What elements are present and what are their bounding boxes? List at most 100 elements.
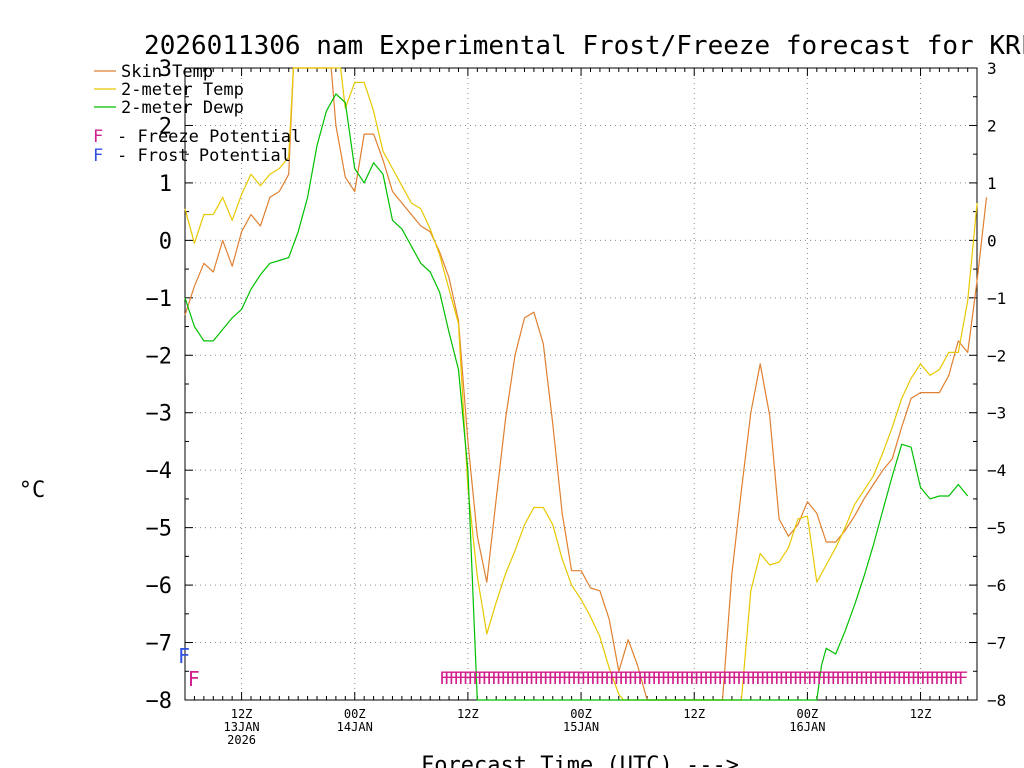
grid xyxy=(185,68,977,700)
freeze-marker: F xyxy=(477,669,487,689)
freeze-marker: F xyxy=(732,669,742,689)
freeze-marker: F xyxy=(562,669,572,689)
freeze-marker: F xyxy=(892,669,902,689)
series-line-2-meter-dewp xyxy=(184,93,969,701)
y-tick-label-left: 0 xyxy=(159,229,172,254)
freeze-marker: F xyxy=(670,669,680,689)
freeze-marker: F xyxy=(581,669,591,689)
y-tick-label-left: −7 xyxy=(146,632,173,657)
y-tick-label-left: 1 xyxy=(159,172,172,197)
y-tick-label-right: −2 xyxy=(987,346,1006,365)
freeze-marker: F xyxy=(557,669,567,689)
freeze-marker: F xyxy=(590,669,600,689)
freeze-marker: F xyxy=(934,669,944,689)
y-tick-label-right: −5 xyxy=(987,519,1006,538)
freeze-marker: F xyxy=(807,669,817,689)
freeze-marker: F xyxy=(453,669,463,689)
y-tick-label-right: −7 xyxy=(987,634,1006,653)
freeze-marker: F xyxy=(651,669,661,689)
freeze-marker: F xyxy=(614,669,624,689)
freeze-marker: F xyxy=(958,669,968,689)
freeze-marker: F xyxy=(845,669,855,689)
freeze-marker: F xyxy=(939,669,949,689)
freeze-marker: F xyxy=(826,669,836,689)
frost-markers: F xyxy=(178,644,190,668)
freeze-marker: F xyxy=(948,669,958,689)
freeze-marker: F xyxy=(600,669,610,689)
freeze-marker: F xyxy=(727,669,737,689)
legend-label: Skin Temp xyxy=(121,62,213,82)
y-tick-label-left: −5 xyxy=(146,517,173,542)
freeze-marker: F xyxy=(793,669,803,689)
freeze-marker: F xyxy=(548,669,558,689)
freeze-marker: F xyxy=(835,669,845,689)
y-tick-label-right: 0 xyxy=(987,231,997,250)
y-tick-label-right: −1 xyxy=(987,289,1006,308)
y-tick-label-left: −2 xyxy=(146,344,173,369)
freeze-marker: F xyxy=(821,669,831,689)
x-tick-label: 00Z xyxy=(344,707,366,721)
freeze-marker: F xyxy=(633,669,643,689)
freeze-marker: F xyxy=(882,669,892,689)
freeze-marker: F xyxy=(788,669,798,689)
freeze-marker: F xyxy=(543,669,553,689)
x-tick-label: 12Z xyxy=(683,707,705,721)
freeze-marker: F xyxy=(741,669,751,689)
freeze-marker: F xyxy=(515,669,525,689)
freeze-marker: F xyxy=(486,669,496,689)
freeze-marker: F xyxy=(859,669,869,689)
freeze-marker: F xyxy=(505,669,515,689)
chart-title: 2026011306 nam Experimental Frost/Freeze… xyxy=(144,31,1024,61)
y-tick-label-right: −8 xyxy=(987,691,1006,710)
freeze-marker: F xyxy=(840,669,850,689)
y-tick-label-left: 3 xyxy=(159,57,172,82)
freeze-marker: F xyxy=(524,669,534,689)
freeze-marker: F xyxy=(188,667,200,691)
freeze-marker: F xyxy=(798,669,808,689)
freeze-marker: F xyxy=(534,669,544,689)
freeze-marker: F xyxy=(538,669,548,689)
freeze-marker: F xyxy=(637,669,647,689)
freeze-marker: F xyxy=(755,669,765,689)
freeze-marker: F xyxy=(750,669,760,689)
freeze-marker: F xyxy=(647,669,657,689)
frost-marker: F xyxy=(178,644,190,668)
legend-label: 2-meter Temp xyxy=(121,80,244,100)
freeze-marker: F xyxy=(684,669,694,689)
freeze-marker: F xyxy=(901,669,911,689)
freeze-marker: F xyxy=(920,669,930,689)
x-axis-label: Forecast Time (UTC) ---> xyxy=(421,753,739,768)
freeze-marker: F xyxy=(765,669,775,689)
freeze-marker: F xyxy=(703,669,713,689)
freeze-marker: F xyxy=(585,669,595,689)
freeze-marker: F xyxy=(694,669,704,689)
freeze-markers: FFFFFFFFFFFFFFFFFFFFFFFFFFFFFFFFFFFFFFFF… xyxy=(188,667,968,691)
y-tick-label-right: −3 xyxy=(987,404,1006,423)
freeze-marker: F xyxy=(618,669,628,689)
freeze-marker: F xyxy=(571,669,581,689)
y-tick-label-right: 3 xyxy=(987,59,997,78)
freeze-marker: F xyxy=(472,669,482,689)
x-tick-day-label: 14JAN xyxy=(337,720,373,734)
x-tick-label: 12Z xyxy=(231,707,253,721)
freeze-marker: F xyxy=(760,669,770,689)
freeze-marker: F xyxy=(864,669,874,689)
freeze-marker: F xyxy=(519,669,529,689)
freeze-marker: F xyxy=(713,669,723,689)
series-line-2-meter-temp xyxy=(184,67,978,701)
freeze-marker: F xyxy=(689,669,699,689)
freeze-marker: F xyxy=(604,669,614,689)
freeze-marker: F xyxy=(873,669,883,689)
freeze-marker: F xyxy=(953,669,963,689)
freeze-marker: F xyxy=(915,669,925,689)
legend-label: 2-meter Dewp xyxy=(121,98,244,118)
freeze-marker: F xyxy=(779,669,789,689)
x-tick-day-label: 13JAN xyxy=(224,720,260,734)
x-tick-year-label: 2026 xyxy=(227,733,256,747)
x-tick-label: 00Z xyxy=(797,707,819,721)
y-tick-label-right: −4 xyxy=(987,461,1006,480)
freeze-marker: F xyxy=(812,669,822,689)
